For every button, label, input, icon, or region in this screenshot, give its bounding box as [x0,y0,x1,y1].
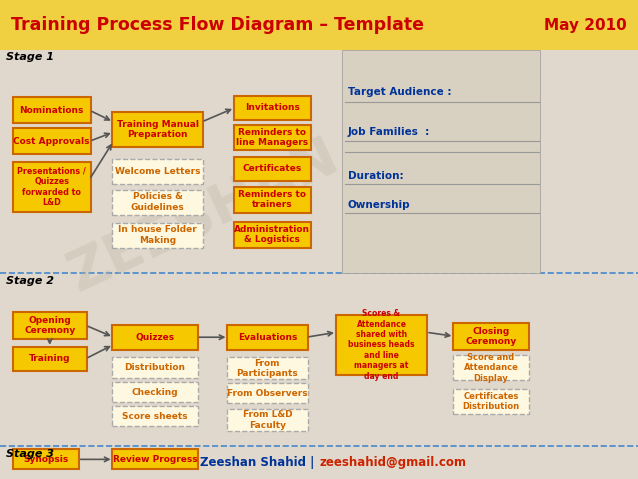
Text: Job Families  :: Job Families : [348,127,430,137]
FancyBboxPatch shape [234,96,311,120]
Text: Certificates
Distribution: Certificates Distribution [463,392,519,411]
Text: Presentations /
Quizzes
forwarded to
L&D: Presentations / Quizzes forwarded to L&D [17,167,86,207]
Text: Training Process Flow Diagram – Template: Training Process Flow Diagram – Template [11,16,424,34]
FancyBboxPatch shape [112,159,203,184]
FancyBboxPatch shape [112,325,198,350]
Text: Training: Training [29,354,71,363]
FancyBboxPatch shape [227,409,308,431]
Text: Invitations: Invitations [245,103,300,112]
FancyBboxPatch shape [112,190,203,215]
Text: Distribution: Distribution [124,364,186,372]
FancyBboxPatch shape [0,273,638,446]
Text: zeeshahid@gmail.com: zeeshahid@gmail.com [319,456,466,469]
FancyBboxPatch shape [112,357,198,378]
FancyBboxPatch shape [13,128,91,154]
Text: Policies &
Guidelines: Policies & Guidelines [131,193,184,212]
FancyBboxPatch shape [13,312,87,339]
FancyBboxPatch shape [13,97,91,123]
FancyBboxPatch shape [13,347,87,371]
FancyBboxPatch shape [234,125,311,150]
Text: Certificates: Certificates [243,164,302,173]
FancyBboxPatch shape [336,315,427,375]
Text: Synopsis: Synopsis [24,455,68,464]
FancyBboxPatch shape [0,50,638,273]
FancyBboxPatch shape [112,112,203,147]
Text: Welcome Letters: Welcome Letters [115,167,200,176]
Text: Zeeshan Shahid |: Zeeshan Shahid | [200,456,319,469]
FancyBboxPatch shape [13,162,91,212]
Text: Target Audience :: Target Audience : [348,87,451,97]
FancyBboxPatch shape [234,222,311,248]
Text: Stage 2: Stage 2 [6,276,54,286]
FancyBboxPatch shape [453,389,529,414]
Text: Scores &
Attendance
shared with
business heads
and line
managers at
day end: Scores & Attendance shared with business… [348,309,415,381]
FancyBboxPatch shape [13,449,79,469]
Text: Closing
Ceremony: Closing Ceremony [465,327,517,346]
Text: Opening
Ceremony: Opening Ceremony [24,316,75,335]
Text: From Observers: From Observers [227,389,308,398]
FancyBboxPatch shape [453,323,529,350]
FancyBboxPatch shape [342,50,540,273]
Text: Checking: Checking [131,388,179,397]
Text: Score sheets: Score sheets [122,412,188,421]
Text: Ownership: Ownership [348,200,410,210]
Text: Evaluations: Evaluations [237,333,297,342]
Text: Reminders to
trainers: Reminders to trainers [239,190,306,209]
FancyBboxPatch shape [227,383,308,403]
Text: Reminders to
line Managers: Reminders to line Managers [236,128,309,147]
FancyBboxPatch shape [112,223,203,248]
FancyBboxPatch shape [112,449,198,469]
Text: ZEESHAN: ZEESHAN [61,129,348,302]
FancyBboxPatch shape [112,406,198,426]
Text: Stage 1: Stage 1 [6,52,54,62]
FancyBboxPatch shape [112,382,198,402]
Text: Duration:: Duration: [348,171,403,181]
Text: Review Progress: Review Progress [113,455,197,464]
Text: Quizzes: Quizzes [135,333,175,342]
FancyBboxPatch shape [0,0,638,50]
Text: From
Participants: From Participants [237,359,298,378]
Text: From L&D
Faculty: From L&D Faculty [242,411,292,430]
Text: In house Folder
Making: In house Folder Making [118,226,197,245]
FancyBboxPatch shape [227,325,308,350]
FancyBboxPatch shape [227,357,308,379]
Text: Administration
& Logistics: Administration & Logistics [234,225,311,244]
Text: Stage 3: Stage 3 [6,449,54,459]
Text: Training Manual
Preparation: Training Manual Preparation [117,120,198,139]
FancyBboxPatch shape [234,157,311,181]
Text: May 2010: May 2010 [544,18,627,33]
FancyBboxPatch shape [453,355,529,380]
Text: Nominations: Nominations [20,106,84,114]
Text: Cost Approvals: Cost Approvals [13,137,90,146]
Text: Score and
Attendance
Display: Score and Attendance Display [463,353,519,383]
FancyBboxPatch shape [0,446,638,479]
FancyBboxPatch shape [234,187,311,213]
